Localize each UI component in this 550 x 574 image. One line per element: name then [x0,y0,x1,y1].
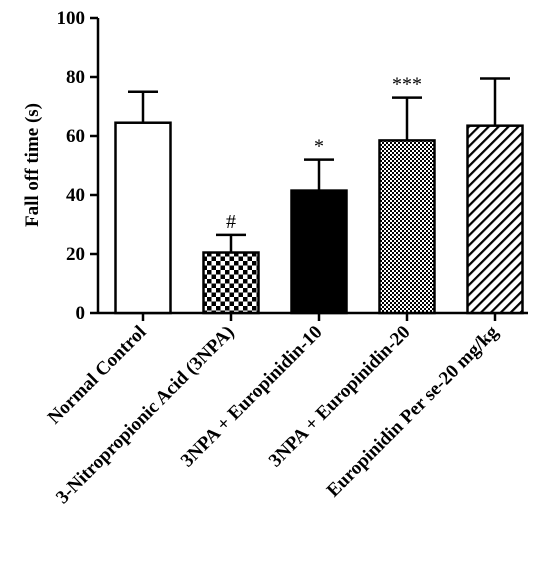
y-tick-label: 40 [66,185,85,206]
category-label: 3NPA + Europinidin-10 [177,322,327,472]
category-label: 3NPA + Europinidin-20 [265,322,415,472]
category-label: 3-Nitropropionic Acid (3NPA) [52,322,239,509]
significance-marker: # [226,211,236,233]
bar [202,251,260,315]
bar [378,139,436,315]
significance-marker: * [314,136,324,158]
bar [466,124,524,315]
y-axis: 0 20 40 60 80 100 [57,8,100,324]
bars [114,121,524,315]
significance-annotations: #**** [226,74,422,233]
y-tick-label: 60 [66,126,85,147]
category-label: Europinidin Per se-20 mg/kg [323,321,503,501]
y-tick-label: 100 [57,8,86,29]
y-tick-label: 0 [76,303,86,324]
y-tick-label: 20 [66,244,85,265]
y-axis-title: Fall off time (s) [22,103,43,227]
error-bars [128,77,510,253]
significance-marker: *** [392,74,422,96]
bar [290,189,348,315]
y-tick-label: 80 [66,67,85,88]
bar [114,121,172,315]
